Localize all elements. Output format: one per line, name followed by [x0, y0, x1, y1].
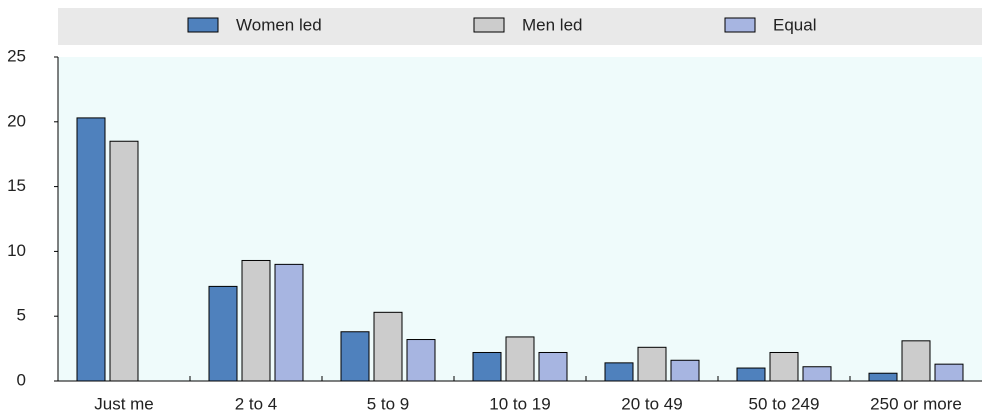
x-tick-label: 250 or more — [870, 394, 962, 413]
bar — [472, 351, 502, 382]
legend-swatch — [473, 17, 505, 33]
legend-swatch — [724, 17, 756, 33]
bar — [76, 117, 106, 382]
bar — [340, 331, 370, 382]
x-tick-label: 5 to 9 — [367, 394, 410, 413]
y-tick-label: 15 — [7, 176, 26, 195]
bar — [934, 363, 964, 382]
y-tick-label: 20 — [7, 111, 26, 130]
bar — [901, 340, 931, 382]
bar — [802, 366, 832, 382]
bar — [538, 351, 568, 382]
legend-label: Equal — [773, 15, 816, 34]
bar — [406, 339, 436, 382]
bar — [373, 311, 403, 382]
bar — [670, 359, 700, 382]
y-tick-label: 25 — [7, 46, 26, 65]
bar — [274, 263, 304, 382]
bar — [505, 336, 535, 382]
x-tick-label: 20 to 49 — [621, 394, 682, 413]
bar — [769, 351, 799, 382]
x-tick-label: 2 to 4 — [235, 394, 278, 413]
legend-label: Men led — [522, 15, 582, 34]
bar — [241, 259, 271, 382]
legend-swatch — [187, 17, 219, 33]
bar — [109, 140, 139, 382]
legend-label: Women led — [236, 15, 322, 34]
y-tick-label: 5 — [17, 306, 26, 325]
y-tick-label: 0 — [17, 370, 26, 389]
bar — [208, 285, 238, 382]
plot-area — [58, 57, 982, 381]
y-tick-label: 10 — [7, 241, 26, 260]
x-tick-label: Just me — [94, 394, 154, 413]
x-tick-label: 10 to 19 — [489, 394, 550, 413]
bar — [637, 346, 667, 382]
bar — [604, 362, 634, 382]
bar — [868, 372, 898, 382]
x-tick-label: 50 to 249 — [749, 394, 820, 413]
bar — [736, 367, 766, 382]
